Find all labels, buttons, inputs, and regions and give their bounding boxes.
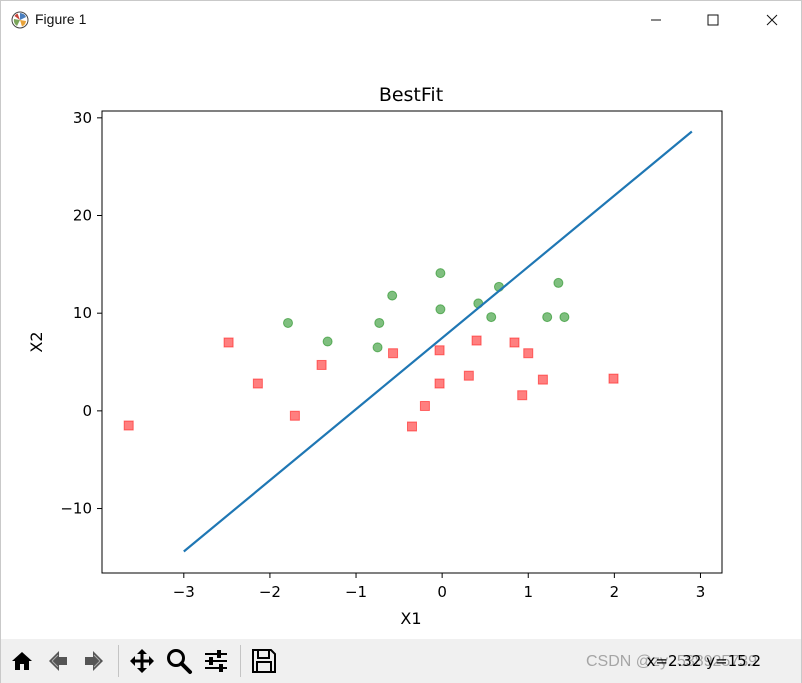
matplotlib-logo-icon: [11, 11, 29, 29]
x-tick-label: −1: [345, 583, 367, 601]
x-tick-label: 0: [437, 583, 447, 601]
circle-data-point: [322, 336, 333, 347]
x-tick-label: −3: [173, 583, 195, 601]
circle-data-point: [283, 317, 293, 328]
square-data-point: [509, 337, 520, 348]
navigation-toolbar: CSDN @zy2538925739 x=2.32 y=15.2: [1, 639, 801, 683]
circle-data-point: [559, 312, 570, 323]
square-data-point: [123, 420, 134, 431]
configure-subplots-icon: [205, 650, 227, 672]
square-data-point: [223, 337, 234, 348]
watermark-text: CSDN @zy2538925739: [586, 653, 758, 670]
figure-canvas[interactable]: BestFit −3 −2 −1 0 1 2 3 −10 0 10 20 30 X1 X2: [1, 39, 801, 639]
zoom-button[interactable]: [162, 644, 196, 678]
circle-data-point: [374, 317, 385, 328]
save-button[interactable]: [247, 644, 281, 678]
circle-data-point: [387, 290, 398, 301]
square-data-point: [463, 370, 474, 381]
x-tick-label: 3: [696, 583, 706, 601]
circle-data-point: [542, 312, 553, 323]
square-data-point: [419, 400, 430, 411]
window-title: Figure 1: [35, 11, 87, 27]
square-data-point: [289, 410, 300, 421]
pan-button[interactable]: [125, 644, 159, 678]
forward-button[interactable]: [77, 644, 111, 678]
y-axis-label: X2: [27, 331, 46, 352]
x-tick-label: 2: [610, 583, 620, 601]
circle-data-point: [435, 268, 446, 279]
configure-subplots-button[interactable]: [199, 644, 233, 678]
close-button[interactable]: [749, 1, 795, 39]
square-data-point: [388, 348, 399, 359]
back-button[interactable]: [41, 644, 75, 678]
back-icon: [49, 651, 67, 671]
square-data-point: [252, 378, 263, 389]
close-icon: [766, 14, 778, 26]
y-tick-label: 20: [73, 207, 92, 225]
zoom-icon: [167, 649, 192, 674]
home-icon: [12, 652, 32, 670]
circle-data-point: [553, 277, 564, 288]
save-icon: [252, 649, 276, 673]
y-tick-label: 30: [73, 109, 92, 127]
square-data-point: [517, 390, 528, 401]
y-tick-label: 0: [82, 402, 92, 420]
y-tick-label: −10: [60, 500, 92, 518]
square-data-point: [471, 335, 482, 346]
minimize-button[interactable]: [633, 1, 679, 39]
best-fit-line: [183, 130, 693, 553]
toolbar-separator: [118, 645, 119, 677]
pan-icon: [130, 649, 154, 673]
x-tick-label: 1: [523, 583, 533, 601]
maximize-icon: [707, 14, 719, 26]
square-data-point: [523, 348, 534, 359]
square-data-point: [316, 359, 327, 370]
forward-icon: [85, 651, 103, 671]
title-bar: Figure 1: [1, 1, 801, 39]
circle-data-point: [486, 312, 497, 323]
cursor-coordinates: x=2.32 y=15.2: [646, 652, 761, 670]
maximize-button[interactable]: [690, 1, 736, 39]
circle-data-point: [372, 342, 383, 353]
square-data-point: [537, 374, 548, 385]
square-data-point: [434, 378, 445, 389]
y-tick-label: 10: [73, 304, 92, 322]
square-data-point: [434, 345, 445, 356]
x-tick-label: −2: [259, 583, 281, 601]
axes-frame: [101, 110, 723, 574]
home-button[interactable]: [5, 644, 39, 678]
circle-data-point: [435, 304, 446, 315]
square-data-point: [407, 421, 417, 432]
chart-title: BestFit: [379, 84, 443, 106]
x-axis-label: X1: [400, 609, 421, 628]
toolbar-separator: [240, 645, 241, 677]
square-data-point: [608, 373, 619, 384]
minimize-icon: [651, 19, 661, 21]
